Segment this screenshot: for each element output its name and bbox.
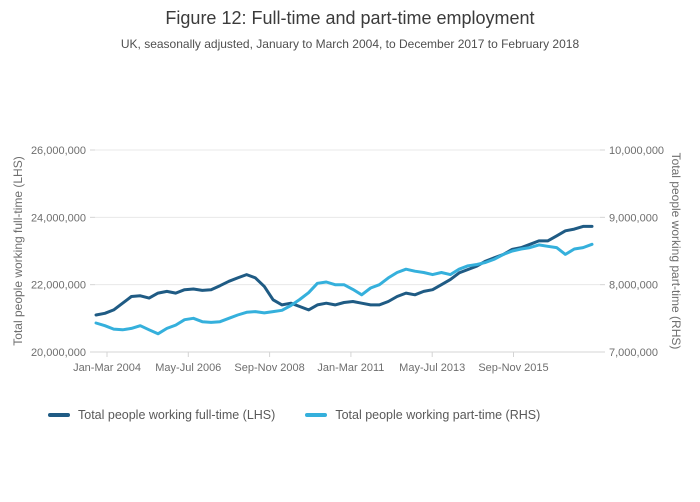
x-axis-tick-label: May-Jul 2006 <box>155 362 221 374</box>
x-axis-tick-label: Jan-Mar 2004 <box>73 362 141 374</box>
chart-plot-area[interactable]: 26,000,000 24,000,000 22,000,000 20,000,000… <box>0 0 700 400</box>
chart-legend: Total people working full-time (LHS) Tot… <box>48 408 540 422</box>
chart-subtitle: UK, seasonally adjusted, January to Marc… <box>120 37 580 51</box>
legend-item-fulltime[interactable]: Total people working full-time (LHS) <box>48 408 275 422</box>
legend-label-fulltime: Total people working full-time (LHS) <box>78 408 276 422</box>
parttime-line[interactable] <box>94 242 594 336</box>
left-axis-tick-label: 20,000,000 <box>31 347 86 359</box>
x-axis-tick-label: May-Jul 2013 <box>399 362 465 374</box>
x-axis-tick-label: Sep-Nov 2015 <box>478 362 548 374</box>
left-axis-tick-label: 24,000,000 <box>31 212 86 224</box>
fulltime-line-swatch-icon <box>48 413 70 417</box>
parttime-line-swatch-icon <box>305 413 328 417</box>
left-axis-tick-label: 22,000,000 <box>31 280 86 292</box>
right-axis-tick-label: 7,000,000 <box>609 347 658 359</box>
right-axis-tick-label: 10,000,000 <box>609 145 664 157</box>
x-axis-tick-label: Jan-Mar 2011 <box>317 362 384 374</box>
left-axis-title: Total people working full-time (LHS) <box>11 156 25 345</box>
chart-title: Figure 12: Full-time and part-time emplo… <box>165 8 535 28</box>
left-axis-tick-label: 26,000,000 <box>31 145 86 157</box>
right-axis-tick-label: 9,000,000 <box>609 212 658 224</box>
x-axis-tick-label: Sep-Nov 2008 <box>234 362 304 374</box>
fulltime-line[interactable] <box>94 224 594 317</box>
legend-item-parttime[interactable]: Total people working part-time (RHS) <box>305 408 540 422</box>
legend-label-parttime: Total people working part-time (RHS) <box>335 408 541 422</box>
right-axis-tick-label: 8,000,000 <box>609 280 658 292</box>
right-axis-title: Total people working part-time (RHS) <box>669 153 683 350</box>
